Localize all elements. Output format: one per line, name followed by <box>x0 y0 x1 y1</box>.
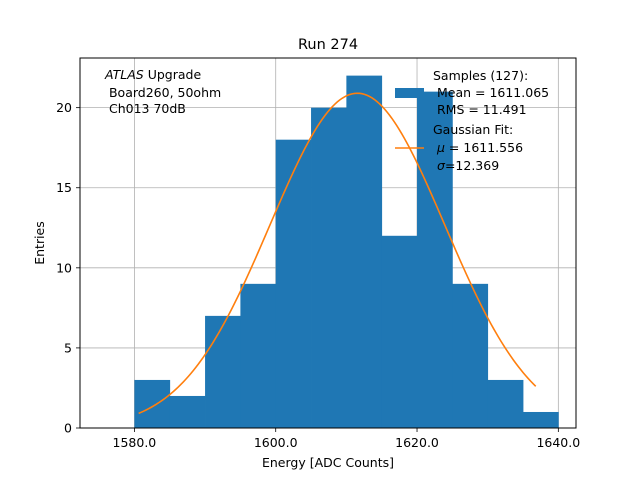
y-tick-label-4: 20 <box>56 100 72 115</box>
legend-mu-value: = 1611.556 <box>445 140 523 155</box>
legend-hist-line-3: RMS = 11.491 <box>433 102 527 117</box>
annotation-upgrade: Upgrade <box>144 67 202 82</box>
legend-fit-mu: μ = 1611.556 <box>436 140 523 155</box>
legend-sigma-value: =12.369 <box>445 158 499 173</box>
histogram-bar-2 <box>205 315 241 428</box>
histogram-bar-3 <box>240 283 277 428</box>
legend-fit-line-1: Gaussian Fit: <box>433 122 513 137</box>
y-tick-label-3: 15 <box>56 180 72 195</box>
legend-hist-swatch <box>395 88 424 98</box>
legend-hist-line-2: Mean = 1611.065 <box>433 85 549 100</box>
x-axis-label: Energy [ADC Counts] <box>262 455 394 470</box>
annotation-atlas: ATLAS <box>104 67 144 82</box>
annotation-line-3: Ch013 70dB <box>105 101 186 116</box>
legend-hist-line-1: Samples (127): <box>433 68 528 83</box>
histogram-bar-4 <box>275 139 312 429</box>
x-tick-label-1: 1600.0 <box>254 435 298 450</box>
annotation: ATLAS Upgrade Board260, 50ohm Ch013 70dB <box>104 67 221 116</box>
histogram-bar-11 <box>523 411 559 428</box>
histogram-bar-6 <box>346 75 383 428</box>
legend-fit-sigma: σ=12.369 <box>437 158 499 173</box>
annotation-line-2: Board260, 50ohm <box>105 85 221 100</box>
chart-title: Run 274 <box>298 37 358 53</box>
histogram-bar-9 <box>452 283 489 428</box>
histogram-bar-1 <box>169 395 206 428</box>
axis-ticks: 1580.0 1600.0 1620.0 1640.0 0 5 10 15 20 <box>56 100 580 450</box>
legend: Samples (127): Mean = 1611.065 RMS = 11.… <box>395 68 549 173</box>
legend-mu-symbol: μ <box>436 140 445 155</box>
axes-frame <box>79 57 577 429</box>
histogram-bar-5 <box>311 107 347 428</box>
histogram-bar-0 <box>134 379 171 428</box>
x-tick-label-3: 1640.0 <box>536 435 580 450</box>
x-tick-label-0: 1580.0 <box>113 435 157 450</box>
gaussian-fit <box>138 92 537 415</box>
y-tick-label-1: 5 <box>64 340 72 355</box>
y-tick-label-2: 10 <box>56 260 72 275</box>
histogram-bars <box>134 75 559 429</box>
y-axis-label: Entries <box>32 221 47 265</box>
legend-sigma-symbol: σ <box>437 158 446 173</box>
x-tick-label-2: 1620.0 <box>395 435 439 450</box>
histogram-bar-10 <box>487 379 524 428</box>
annotation-line-1: ATLAS Upgrade <box>104 67 201 82</box>
gaussian-fit-curve <box>138 92 537 415</box>
y-tick-label-0: 0 <box>64 421 72 436</box>
histogram-bar-7 <box>381 235 418 428</box>
